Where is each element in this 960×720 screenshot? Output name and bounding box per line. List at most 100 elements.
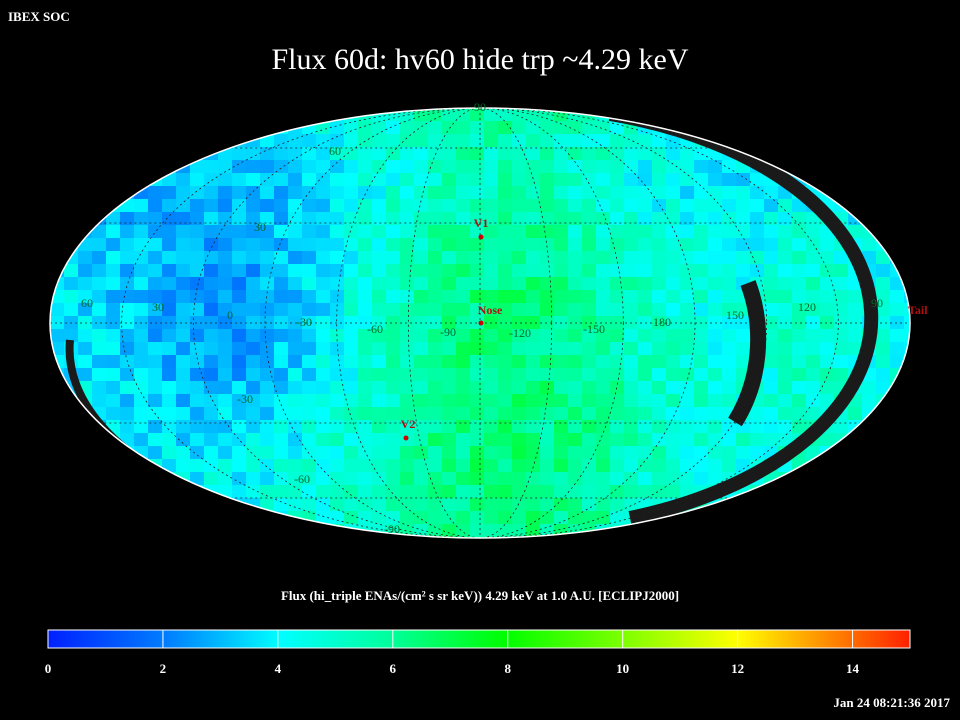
map-cell xyxy=(134,433,149,447)
map-cell xyxy=(92,277,107,291)
map-cell xyxy=(554,446,569,460)
map-cell xyxy=(484,212,499,226)
map-cell xyxy=(722,329,737,343)
map-cell xyxy=(722,121,737,135)
map-cell xyxy=(64,147,79,161)
map-cell xyxy=(148,134,163,148)
map-cell xyxy=(246,173,261,187)
map-cell xyxy=(498,524,513,538)
map-cell xyxy=(400,251,415,265)
map-cell xyxy=(568,433,583,447)
map-cell xyxy=(694,251,709,265)
map-cell xyxy=(120,199,135,213)
map-cell xyxy=(400,316,415,330)
map-cell xyxy=(498,446,513,460)
map-cell xyxy=(302,199,317,213)
map-cell xyxy=(134,342,149,356)
map-cell xyxy=(764,186,779,200)
map-cell xyxy=(568,485,583,499)
map-cell xyxy=(848,342,863,356)
map-cell xyxy=(540,368,555,382)
map-cell xyxy=(414,368,429,382)
map-cell xyxy=(386,433,401,447)
map-cell xyxy=(624,342,639,356)
map-cell xyxy=(512,381,527,395)
map-cell xyxy=(162,251,177,265)
map-cell xyxy=(820,433,835,447)
map-cell xyxy=(260,238,275,252)
map-cell xyxy=(680,394,695,408)
map-cell xyxy=(428,147,443,161)
map-cell xyxy=(792,238,807,252)
map-cell xyxy=(498,498,513,512)
map-cell xyxy=(554,498,569,512)
map-cell xyxy=(442,446,457,460)
map-cell xyxy=(596,407,611,421)
map-cell xyxy=(400,121,415,135)
map-cell xyxy=(316,407,331,421)
map-cell xyxy=(498,407,513,421)
map-cell xyxy=(442,134,457,148)
map-cell xyxy=(876,134,891,148)
map-cell xyxy=(316,225,331,239)
longitude-label: 0 xyxy=(227,308,233,322)
map-cell xyxy=(862,537,877,538)
map-cell xyxy=(316,329,331,343)
map-cell xyxy=(624,186,639,200)
map-cell xyxy=(358,251,373,265)
map-cell xyxy=(638,199,653,213)
map-cell xyxy=(274,108,289,122)
map-cell xyxy=(540,329,555,343)
map-cell xyxy=(232,368,247,382)
map-cell xyxy=(204,368,219,382)
map-cell xyxy=(260,472,275,486)
map-cell xyxy=(512,511,527,525)
map-cell xyxy=(526,160,541,174)
map-cell xyxy=(904,212,910,226)
map-cell xyxy=(568,277,583,291)
map-cell xyxy=(442,303,457,317)
map-cell xyxy=(526,342,541,356)
map-cell xyxy=(190,290,205,304)
map-cell xyxy=(470,498,485,512)
map-cell xyxy=(722,290,737,304)
map-cell xyxy=(456,290,471,304)
map-cell xyxy=(778,537,793,538)
map-cell xyxy=(162,407,177,421)
map-cell xyxy=(120,290,135,304)
map-cell xyxy=(106,446,121,460)
map-cell xyxy=(288,381,303,395)
map-cell xyxy=(610,511,625,525)
map-cell xyxy=(456,160,471,174)
map-cell xyxy=(862,420,877,434)
map-cell xyxy=(456,446,471,460)
map-cell xyxy=(596,303,611,317)
map-cell xyxy=(190,420,205,434)
map-cell xyxy=(526,147,541,161)
map-cell xyxy=(834,368,849,382)
map-cell xyxy=(876,511,891,525)
map-cell xyxy=(904,225,910,239)
map-cell xyxy=(582,420,597,434)
map-cell xyxy=(484,368,499,382)
map-cell xyxy=(428,160,443,174)
map-cell xyxy=(386,355,401,369)
map-cell xyxy=(400,134,415,148)
map-cell xyxy=(260,277,275,291)
map-cell xyxy=(820,238,835,252)
map-cell xyxy=(50,199,65,213)
map-cell xyxy=(456,238,471,252)
map-cell xyxy=(568,342,583,356)
map-cell xyxy=(568,186,583,200)
map-cell xyxy=(596,251,611,265)
map-cell xyxy=(274,355,289,369)
map-cell xyxy=(78,277,93,291)
map-cell xyxy=(190,355,205,369)
map-cell xyxy=(484,446,499,460)
map-cell xyxy=(708,420,723,434)
map-cell xyxy=(120,524,135,538)
map-cell xyxy=(288,485,303,499)
map-cell xyxy=(680,238,695,252)
map-cell xyxy=(316,238,331,252)
map-cell xyxy=(526,134,541,148)
